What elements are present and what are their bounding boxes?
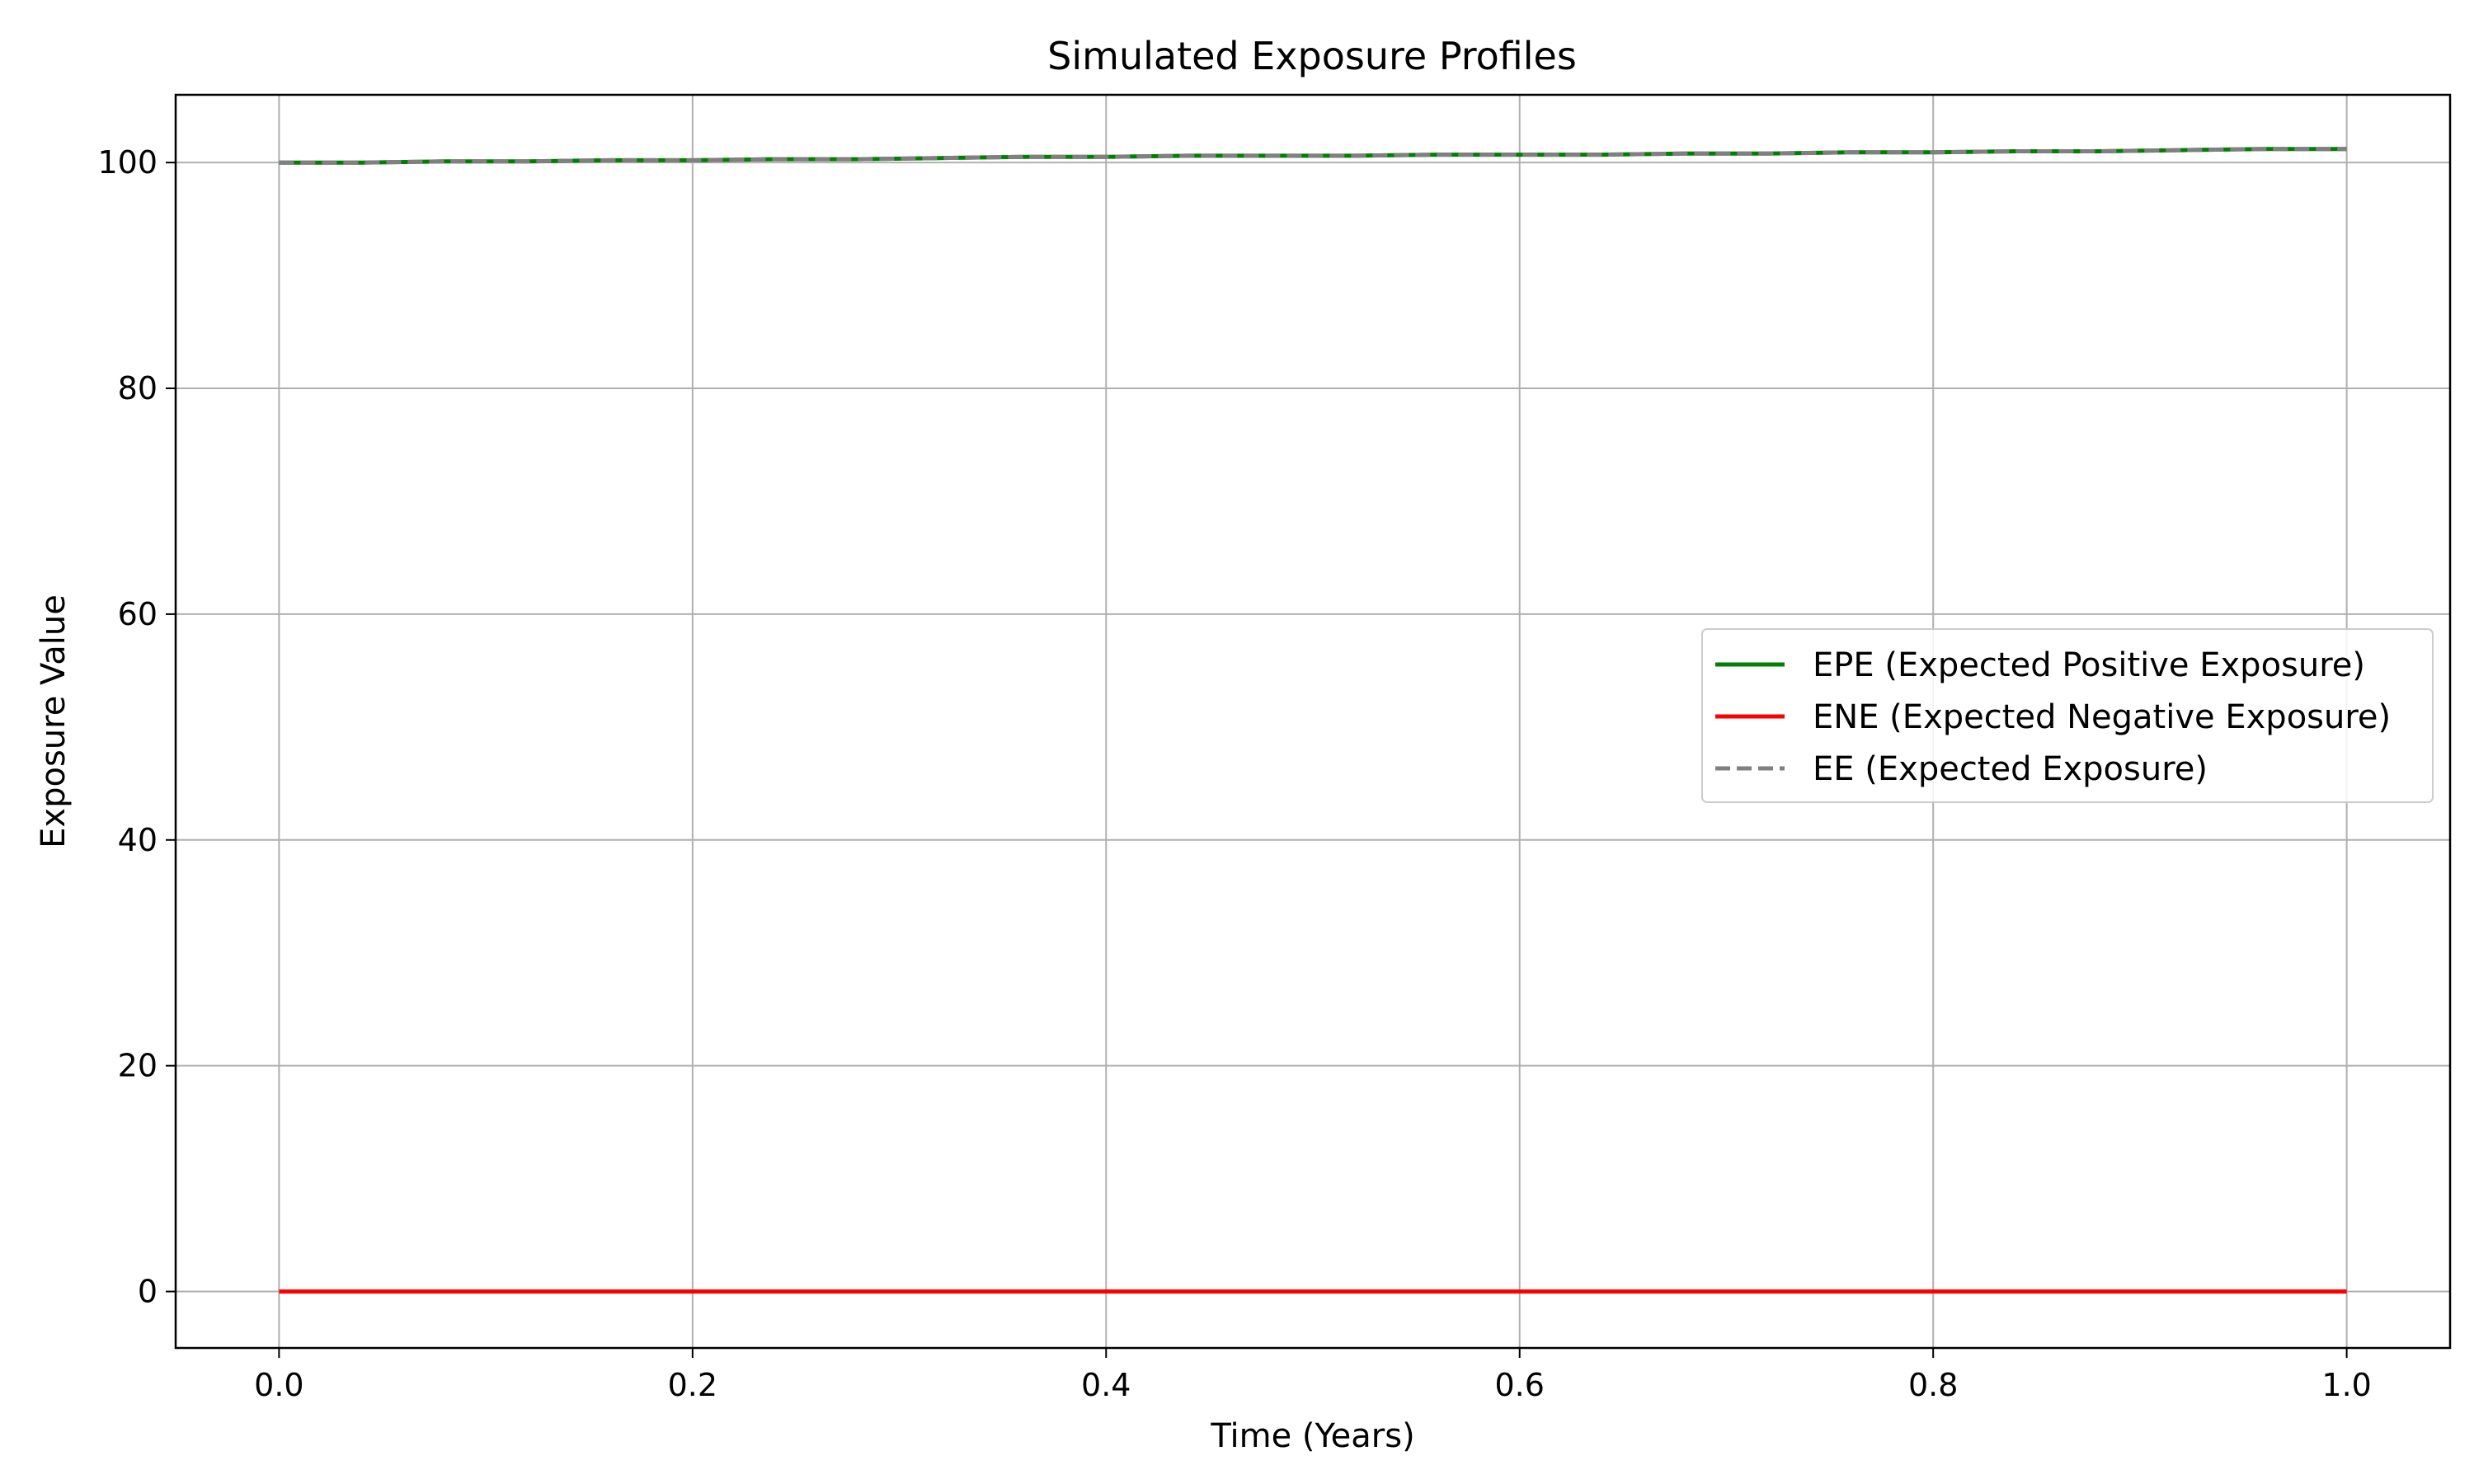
legend: EPE (Expected Positive Exposure) ENE (Exp… [1701, 628, 2434, 803]
y-tick-label: 100 [97, 144, 158, 181]
y-tick-label: 80 [118, 370, 158, 406]
legend-label-1: EPE (Expected Positive Exposure) [1813, 646, 2365, 684]
legend-label-3: EE (Expected Exposure) [1813, 750, 2208, 788]
plot-frame [174, 93, 2452, 1350]
legend-label-2: ENE (Expected Negative Exposure) [1813, 698, 2391, 736]
y-axis-ticks: 0 20 40 60 80 100 [97, 144, 176, 1310]
y-axis-label: Exposure Value [35, 594, 73, 848]
x-tick-label: 0.4 [1081, 1367, 1131, 1403]
series-line-3 [279, 147, 2347, 165]
x-axis-ticks: 0.0 0.2 0.4 0.6 0.8 1.0 [254, 1348, 2372, 1403]
y-tick-label: 0 [138, 1274, 158, 1310]
x-tick-label: 0.6 [1495, 1367, 1545, 1403]
series-layer [279, 147, 2347, 1294]
y-tick-label: 20 [118, 1048, 158, 1084]
x-tick-label: 1.0 [2321, 1367, 2371, 1403]
x-tick-label: 0.0 [254, 1367, 303, 1403]
chart-title: Simulated Exposure Profiles [1047, 34, 1577, 78]
legend-box [1701, 628, 2434, 803]
y-tick-label: 40 [118, 822, 158, 858]
x-tick-label: 0.8 [1908, 1367, 1958, 1403]
x-axis-label: Time (Years) [1210, 1417, 1414, 1455]
y-tick-label: 60 [118, 596, 158, 632]
x-tick-label: 0.2 [668, 1367, 717, 1403]
